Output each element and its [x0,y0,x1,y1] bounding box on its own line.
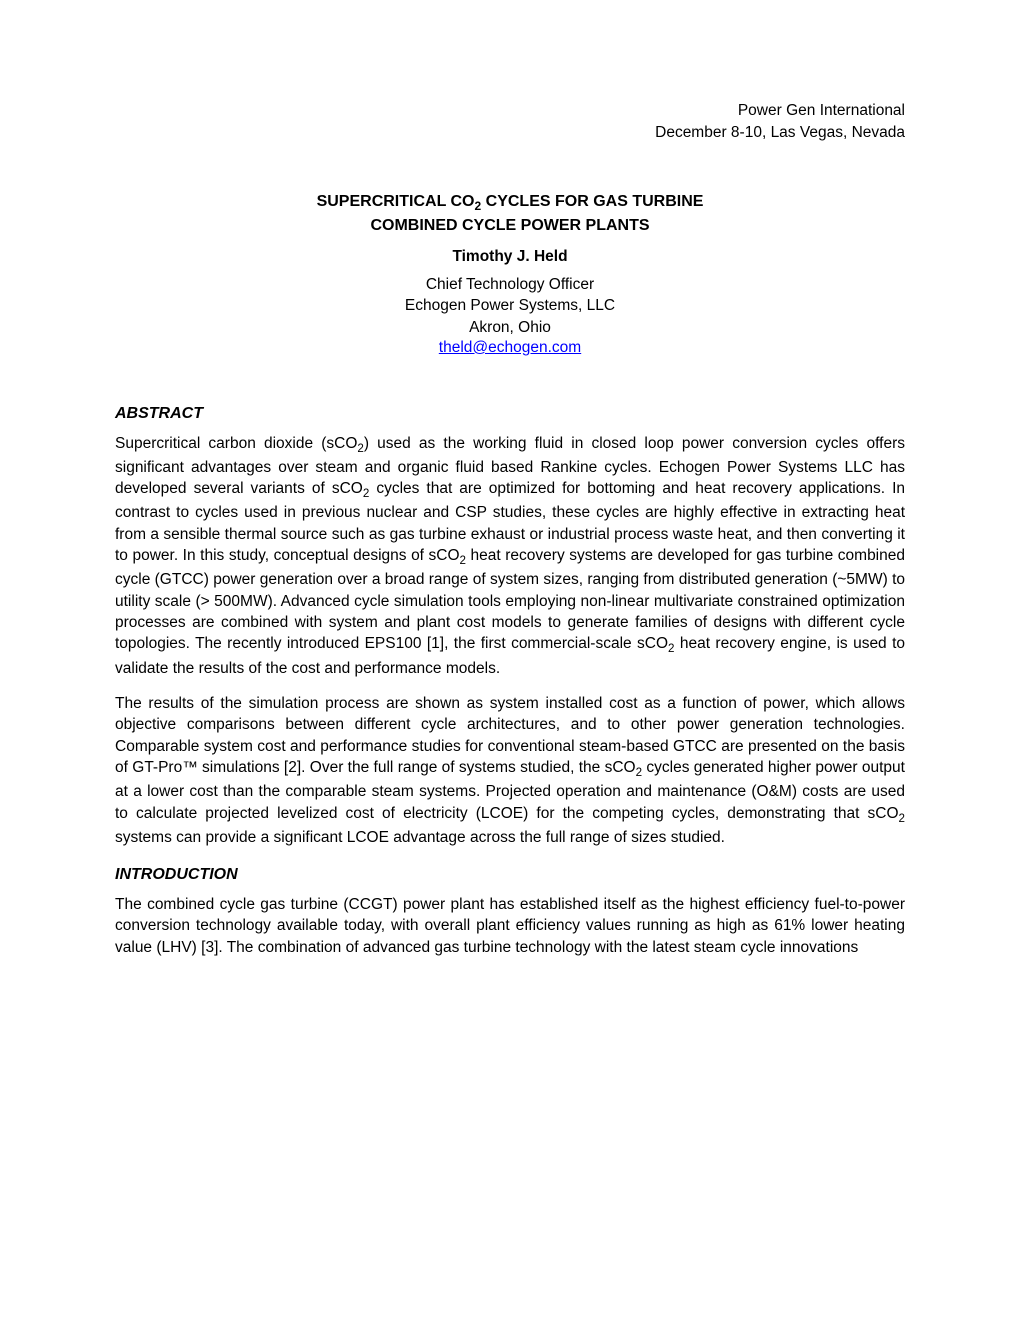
conference-date-location: December 8-10, Las Vegas, Nevada [115,122,905,144]
abstract-paragraph-2: The results of the simulation process ar… [115,693,905,848]
conference-info: Power Gen International December 8-10, L… [115,100,905,143]
abstract-p2-sub2: 2 [899,812,905,825]
title-line1-a: SUPERCRITICAL CO [317,193,475,210]
title-line2: COMBINED CYCLE POWER PLANTS [370,217,649,234]
introduction-heading: INTRODUCTION [115,866,905,884]
conference-name: Power Gen International [115,100,905,122]
title-line1-b: CYCLES FOR GAS TURBINE [481,193,703,210]
page-container: Power Gen International December 8-10, L… [0,0,1020,1052]
author-name: Timothy J. Held [115,248,905,266]
author-role: Chief Technology Officer [115,274,905,296]
abstract-paragraph-1: Supercritical carbon dioxide (sCO2) used… [115,433,905,679]
author-email: theld@echogen.com [115,339,905,357]
abstract-heading: ABSTRACT [115,405,905,423]
introduction-paragraph-1: The combined cycle gas turbine (CCGT) po… [115,894,905,958]
abstract-p1-text: Supercritical carbon dioxide (sCO [115,435,357,452]
email-link[interactable]: theld@echogen.com [439,339,581,356]
paper-title: SUPERCRITICAL CO2 CYCLES FOR GAS TURBINE… [115,191,905,237]
abstract-p2-text: systems can provide a significant LCOE a… [115,829,725,846]
author-company: Echogen Power Systems, LLC [115,295,905,317]
author-location: Akron, Ohio [115,317,905,339]
affiliation-block: Chief Technology Officer Echogen Power S… [115,274,905,339]
